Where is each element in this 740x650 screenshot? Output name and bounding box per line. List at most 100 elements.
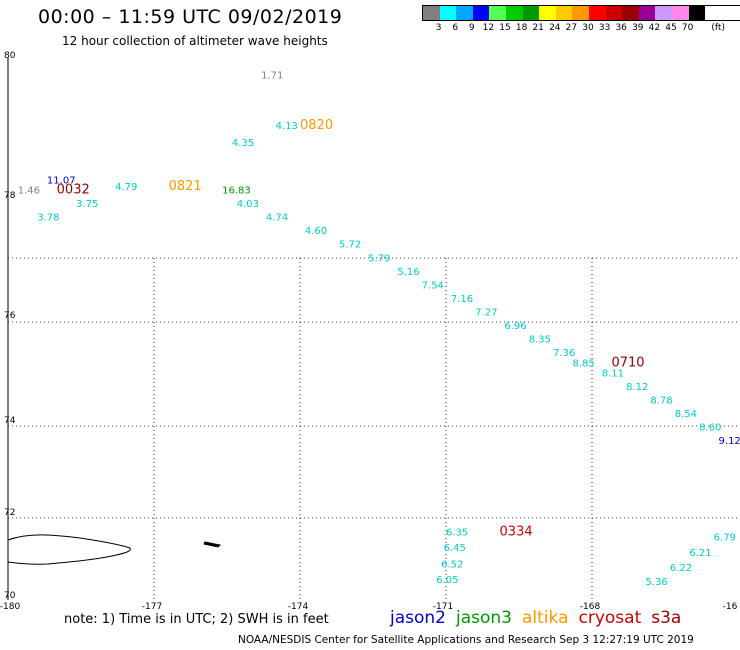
wave-height-label: 4.60 [305, 226, 327, 237]
color-scale: 3 6 9 12 15 18 21 24 27 30 33 36 39 42 45 70 (ft) [422, 5, 740, 35]
scale-swatch [505, 6, 523, 20]
wave-height-label: 5.72 [339, 240, 361, 251]
wave-height-label: 9.12 [719, 436, 740, 447]
scale-swatch [489, 6, 506, 20]
scale-label: 27 [565, 23, 578, 33]
scale-swatch [456, 6, 473, 20]
scale-label: 6 [452, 23, 459, 33]
wave-height-label: 8.54 [675, 409, 697, 420]
footer-note: note: 1) Time is in UTC; 2) SWH is in fe… [64, 612, 329, 627]
scale-label: 39 [632, 23, 644, 33]
scale-label: 33 [598, 23, 611, 33]
scale-swatch [439, 6, 457, 20]
lon-tick-label: -174 [288, 602, 309, 612]
wave-height-label: 8.11 [602, 368, 624, 379]
wave-height-label: 7.54 [422, 280, 444, 291]
scale-swatch [588, 6, 606, 20]
color-scale-swatches [422, 5, 740, 21]
scale-unit: (ft) [711, 23, 725, 33]
wave-height-label: 11.07 [47, 175, 76, 186]
color-scale-labels: 3 6 9 12 15 18 21 24 27 30 33 36 39 42 45 70 (ft) [422, 21, 740, 35]
pass-time-label: 0710 [611, 355, 644, 370]
scale-swatch [572, 6, 589, 20]
legend-jason2: jason2 [390, 608, 446, 628]
wave-height-label: 4.35 [232, 138, 254, 149]
coastline-herald-island [203, 541, 222, 548]
wave-height-label: 8.12 [626, 382, 648, 393]
wave-height-label: 6.35 [446, 528, 468, 539]
scale-swatch [522, 6, 540, 20]
wave-height-label: 6.45 [444, 543, 466, 554]
scale-label: 70 [681, 23, 694, 33]
scale-swatch [539, 6, 556, 20]
credit-line: NOAA/NESDIS Center for Satellite Applica… [238, 634, 694, 646]
satellite-legend: jason2 jason3 altika cryosat s3a [390, 608, 691, 628]
chart-title: 00:00 – 11:59 UTC 09/02/2019 [38, 6, 343, 28]
scale-label: 36 [615, 23, 627, 33]
lon-tick-label: -171 [433, 602, 453, 612]
wave-height-label: 1.71 [261, 70, 283, 81]
scale-swatch [605, 6, 623, 20]
wave-height-label: 8.60 [699, 423, 721, 434]
wave-height-label: 5.36 [646, 577, 668, 588]
legend-altika: altika [522, 608, 569, 628]
scale-label: 45 [665, 23, 677, 33]
lat-tick-label: 72 [4, 508, 15, 518]
scale-swatch [655, 6, 672, 20]
scale-label: 9 [468, 23, 475, 33]
scale-swatch [622, 6, 639, 20]
wave-height-label: 8.85 [573, 358, 595, 369]
wave-height-label: 6.52 [441, 559, 463, 570]
scale-label: 42 [648, 23, 661, 33]
lon-tick-label: -168 [580, 602, 601, 612]
wave-height-label: 8.35 [529, 335, 551, 346]
scale-swatch [671, 6, 689, 20]
scale-swatch [638, 6, 656, 20]
scale-label: 24 [549, 23, 561, 33]
wave-height-label: 3.78 [37, 213, 59, 224]
lat-tick-label: 80 [4, 51, 16, 61]
wave-height-label: 16.83 [222, 186, 251, 197]
lon-tick-label: -16 [723, 602, 738, 612]
wave-height-label: 7.27 [475, 307, 497, 318]
wave-height-label: 5.16 [397, 267, 419, 278]
scale-swatch [472, 6, 490, 20]
legend-jason3: jason3 [456, 608, 512, 628]
wave-height-label: 5.79 [368, 253, 390, 264]
wave-height-label: 8.78 [650, 396, 672, 407]
wave-height-label: 4.13 [276, 121, 298, 132]
pass-time-label: 0820 [300, 118, 333, 133]
lat-tick-label: 78 [4, 191, 16, 201]
wave-height-label: 1.46 [18, 186, 40, 197]
lat-tick-label: 70 [4, 591, 16, 601]
pass-time-label: 0032 [57, 183, 90, 198]
legend-cryosat: cryosat [578, 608, 642, 628]
chart-subtitle: 12 hour collection of altimeter wave hei… [62, 34, 328, 48]
scale-label: 30 [582, 23, 594, 33]
scale-label: 15 [499, 23, 511, 33]
wave-height-label: 4.03 [237, 199, 259, 210]
scale-swatch [423, 6, 440, 20]
lat-tick-label: 76 [4, 311, 16, 321]
wave-height-label: 7.36 [553, 348, 575, 359]
wave-height-label: 6.21 [689, 548, 711, 559]
wave-height-label: 6.05 [436, 575, 458, 586]
wave-height-label: 7.16 [451, 294, 473, 305]
wave-height-label: 4.74 [266, 213, 288, 224]
pass-time-label: 0821 [169, 179, 202, 194]
scale-swatch [555, 6, 573, 20]
lat-tick-label: 74 [4, 416, 16, 426]
scale-label: 21 [532, 23, 544, 33]
scale-swatch [688, 6, 706, 20]
coastline-wrangel-island [7, 534, 131, 565]
scale-label: 12 [482, 23, 495, 33]
wave-height-label: 6.79 [714, 532, 736, 543]
lon-tick-label: -180 [0, 602, 20, 612]
wave-height-label: 3.75 [76, 199, 98, 210]
scale-label: 3 [435, 23, 442, 33]
wave-height-label: 4.79 [115, 182, 137, 193]
lon-tick-label: -177 [142, 602, 162, 612]
wave-height-label: 6.96 [504, 321, 526, 332]
wave-height-label: 6.22 [670, 563, 692, 574]
